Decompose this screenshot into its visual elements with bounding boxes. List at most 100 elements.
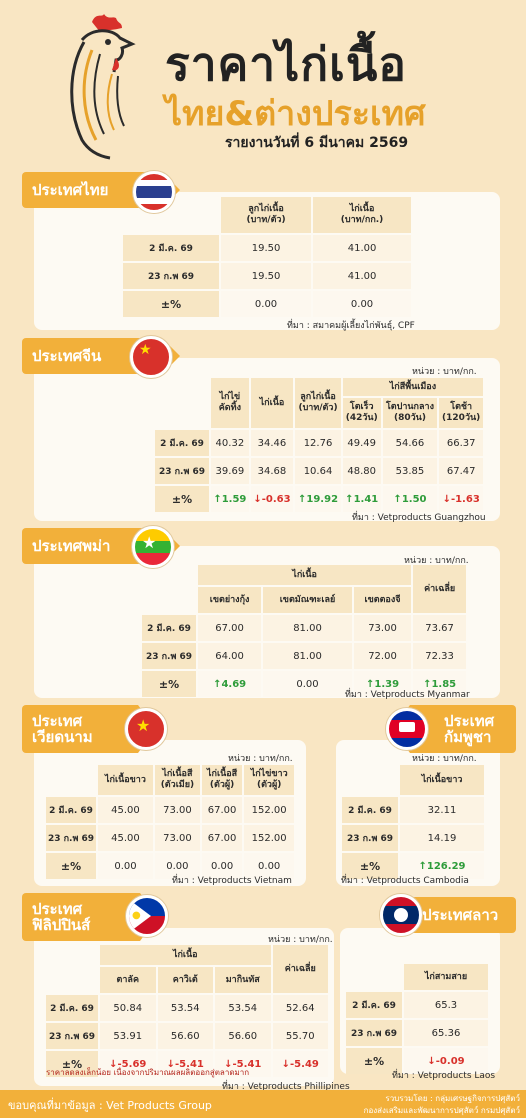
table-cell: 14.19 bbox=[400, 825, 484, 851]
table-cell: 65.36 bbox=[404, 1020, 488, 1046]
table-cell: 45.00 bbox=[98, 825, 153, 851]
table-cell: ↓-0.09 bbox=[404, 1048, 488, 1074]
col-header: เขตตองจี bbox=[353, 587, 412, 613]
thailand-table: ลูกไก่เนื้อ (บาท/ตัว) ไก่เนื้อ (บาท/กก.)… bbox=[121, 195, 413, 319]
table-cell: 10.64 bbox=[295, 458, 341, 484]
table-cell: 53.91 bbox=[100, 1023, 156, 1049]
table-cell: 52.64 bbox=[272, 995, 328, 1021]
col-header: โตปานกลาง (80วัน) bbox=[382, 398, 438, 428]
table-cell bbox=[46, 765, 96, 795]
table-cell: 152.00 bbox=[244, 797, 294, 823]
myanmar-unit: หน่วย : บาท/กก. bbox=[404, 556, 469, 566]
footer: ขอบคุณที่มาข้อมูล : Vet Products Group ร… bbox=[0, 1090, 526, 1118]
myanmar-flag-icon: ★ bbox=[132, 526, 174, 568]
table-cell: 72.33 bbox=[413, 643, 466, 669]
table-cell: 12.76 bbox=[295, 430, 341, 456]
table-row: ±% ↑1.59 ↓-0.63 ↑19.92 ↑1.41 ↑1.50 ↓-1.6… bbox=[155, 486, 483, 512]
table-cell: 53.85 bbox=[382, 458, 438, 484]
vietnam-unit: หน่วย : บาท/กก. bbox=[228, 754, 293, 764]
table-cell bbox=[155, 378, 209, 428]
vietnam-table: ไก่เนื้อขาว ไก่เนื้อสี (ตัวเมีย) ไก่เนื้อส… bbox=[44, 763, 296, 881]
philippines-unit: หน่วย : บาท/กก. bbox=[268, 935, 333, 945]
table-cell: 23 ก.พ 69 bbox=[46, 1023, 98, 1049]
table-cell: ↓-5.41 bbox=[215, 1051, 271, 1077]
table-cell: 53.54 bbox=[157, 995, 213, 1021]
col-header: ไก่เนื้อขาว bbox=[98, 765, 153, 795]
table-cell: ±% bbox=[346, 1048, 402, 1074]
table-row: 23 ก.พ 69 53.91 56.60 56.60 55.70 bbox=[46, 1023, 328, 1049]
thailand-flag-icon bbox=[133, 171, 175, 213]
table-cell: 56.60 bbox=[157, 1023, 213, 1049]
table-row: ±% ↓-0.09 bbox=[346, 1048, 488, 1074]
table-row: 23 ก.พ 69 19.50 41.00 bbox=[123, 263, 411, 289]
table-cell: 2 มี.ค. 69 bbox=[46, 797, 96, 823]
philippines-flag-icon: ● bbox=[126, 895, 168, 937]
china-source: ที่มา : Vetproducts Guangzhou bbox=[352, 513, 486, 523]
table-cell: 2 มี.ค. 69 bbox=[142, 615, 196, 641]
table-cell: 23 ก.พ 69 bbox=[142, 643, 196, 669]
footer-thanks: ขอบคุณที่มาข้อมูล : Vet Products Group bbox=[8, 1099, 212, 1112]
philippines-table: ไก่เนื้อ ค่าเฉลี่ย ตาลัค คาวิเต้ มากินทัส … bbox=[44, 943, 330, 1079]
table-cell: 40.32 bbox=[211, 430, 249, 456]
table-row: ±% 0.00 0.00 bbox=[123, 291, 411, 317]
table-cell: 72.00 bbox=[353, 643, 412, 669]
table-cell: 54.66 bbox=[382, 430, 438, 456]
table-cell: 67.00 bbox=[198, 615, 262, 641]
col-header: คาวิเต้ bbox=[157, 967, 213, 993]
table-cell: 64.00 bbox=[198, 643, 262, 669]
table-cell bbox=[46, 945, 98, 993]
table-cell: ↓-5.69 bbox=[100, 1051, 156, 1077]
cambodia-unit: หน่วย : บาท/กก. bbox=[412, 754, 477, 764]
table-cell: 45.00 bbox=[98, 797, 153, 823]
china-table: ไก่ไข่ คัดทิ้ง ไก่เนื้อ ลูกไก่เนื้อ (บาท… bbox=[153, 376, 485, 514]
table-cell: ±% bbox=[342, 853, 398, 879]
table-cell: 53.54 bbox=[215, 995, 271, 1021]
table-cell bbox=[342, 765, 398, 795]
table-row: 2 มี.ค. 69 19.50 41.00 bbox=[123, 235, 411, 261]
table-row: 23 ก.พ 69 39.69 34.68 10.64 48.80 53.85 67.47 bbox=[155, 458, 483, 484]
table-cell: 0.00 bbox=[263, 671, 352, 697]
table-cell: ±% bbox=[46, 1051, 98, 1077]
table-cell: ↓-5.49 bbox=[272, 1051, 328, 1077]
table-cell: 66.37 bbox=[439, 430, 483, 456]
table-cell: 34.68 bbox=[250, 458, 294, 484]
table-cell: ↑1.85 bbox=[413, 671, 466, 697]
philippines-source: ที่มา : Vetproducts Phillipines bbox=[222, 1082, 350, 1092]
col-header: มากินทัส bbox=[215, 967, 271, 993]
table-cell: 23 ก.พ 69 bbox=[123, 263, 219, 289]
china-unit: หน่วย : บาท/กก. bbox=[412, 367, 477, 377]
philippines-note: ราคาลดลงเล็กน้อย เนื่องจากปริมาณผลผลิตออ… bbox=[46, 1068, 250, 1077]
col-header: ไก่เนื้อ bbox=[250, 378, 294, 428]
table-cell: ↓-0.63 bbox=[250, 486, 294, 512]
col-header: ไก่เนื้อ (บาท/กก.) bbox=[313, 197, 411, 233]
rooster-logo-icon bbox=[70, 14, 136, 160]
table-cell: ±% bbox=[46, 853, 96, 879]
table-cell bbox=[142, 565, 196, 613]
table-cell: 65.3 bbox=[404, 992, 488, 1018]
table-cell: 152.00 bbox=[244, 825, 294, 851]
vietnam-source: ที่มา : Vetproducts Vietnam bbox=[172, 876, 292, 886]
vietnam-tab: ประเทศ เวียดนาม bbox=[22, 705, 156, 753]
table-row: 2 มี.ค. 69 65.3 bbox=[346, 992, 488, 1018]
table-row: ±% ↑126.29 bbox=[342, 853, 484, 879]
footer-credit-2: กองส่งเสริมและพัฒนาการปศุสัตว์ กรมปศุสัต… bbox=[363, 1106, 520, 1115]
table-cell: 81.00 bbox=[263, 615, 352, 641]
china-flag-icon: ★ bbox=[130, 336, 172, 378]
table-cell: 48.80 bbox=[342, 458, 381, 484]
table-cell: 49.49 bbox=[342, 430, 381, 456]
table-cell: 73.00 bbox=[154, 797, 200, 823]
table-cell: ↑1.59 bbox=[211, 486, 249, 512]
col-header: ไก่สีพื้นเมือง bbox=[342, 378, 483, 396]
table-cell: 67.00 bbox=[201, 797, 243, 823]
myanmar-source: ที่มา : Vetproducts Myanmar bbox=[345, 690, 470, 700]
table-cell: 23 ก.พ 69 bbox=[342, 825, 398, 851]
col-header: ไก่เนื้อ bbox=[100, 945, 271, 965]
table-cell: 34.46 bbox=[250, 430, 294, 456]
table-row: 2 มี.ค. 69 50.84 53.54 53.54 52.64 bbox=[46, 995, 328, 1021]
table-cell: ↑19.92 bbox=[295, 486, 341, 512]
table-cell: 2 มี.ค. 69 bbox=[46, 995, 98, 1021]
table-cell: 67.47 bbox=[439, 458, 483, 484]
col-header bbox=[346, 964, 402, 990]
col-header: ค่าเฉลี่ย bbox=[413, 565, 466, 613]
table-cell: 41.00 bbox=[313, 263, 411, 289]
